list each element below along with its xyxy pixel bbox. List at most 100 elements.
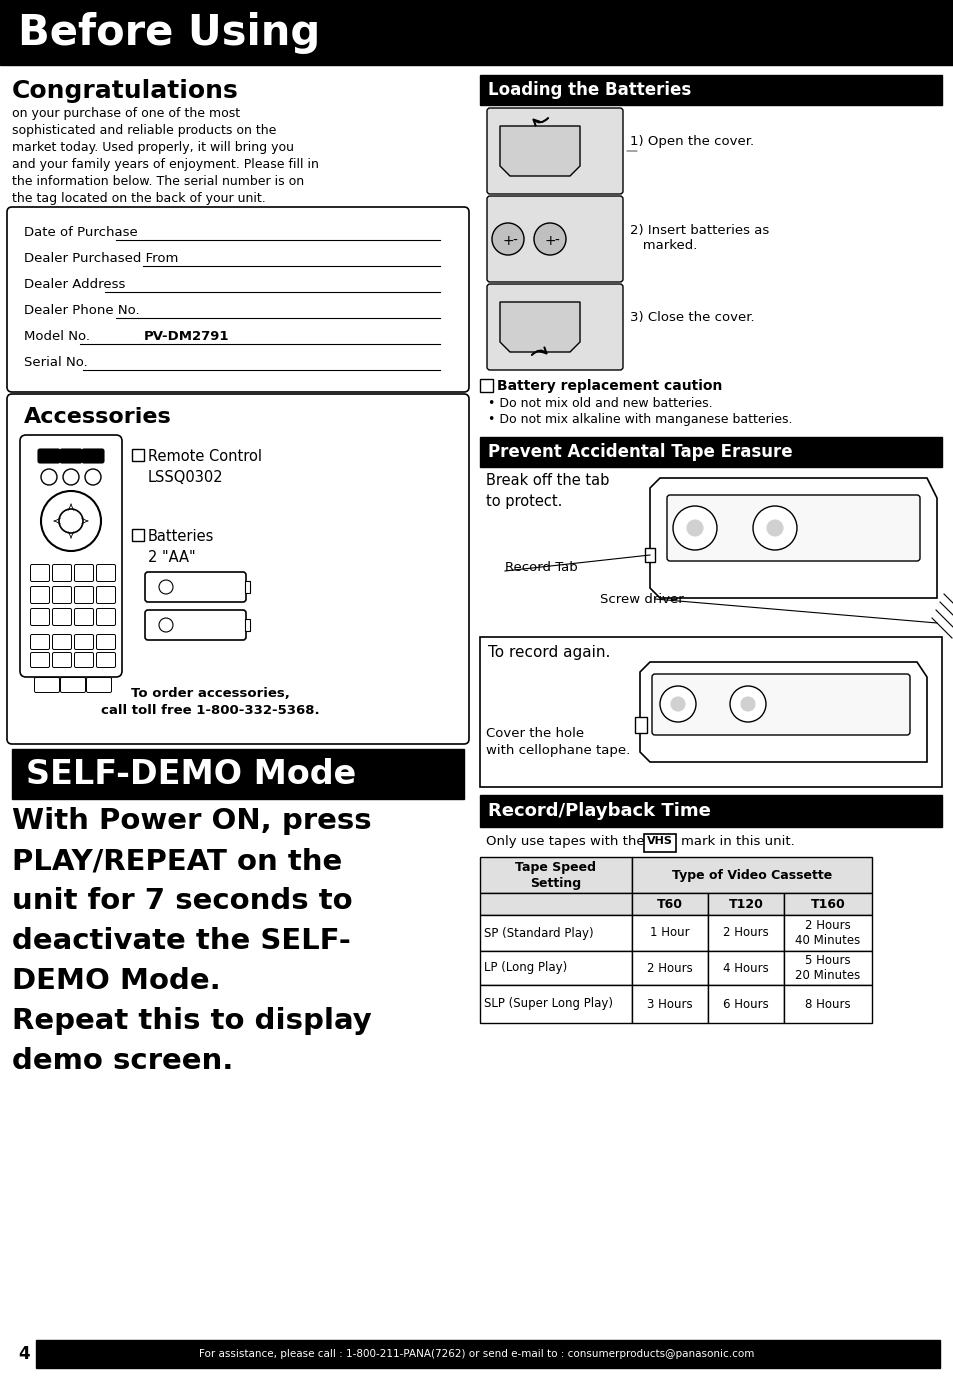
Bar	[479, 76, 941, 105]
Circle shape	[672, 506, 717, 550]
Text: DEMO Mode.: DEMO Mode.	[12, 967, 220, 995]
Text: T120: T120	[728, 897, 762, 911]
Polygon shape	[649, 477, 936, 599]
Text: 2 Hours
40 Minutes: 2 Hours 40 Minutes	[795, 919, 860, 947]
FancyBboxPatch shape	[643, 834, 676, 852]
Circle shape	[686, 520, 702, 537]
Polygon shape	[499, 301, 579, 352]
Text: unit for 7 seconds to: unit for 7 seconds to	[12, 888, 353, 915]
Bar	[479, 857, 631, 893]
Text: -: -	[554, 234, 558, 248]
Bar	[631, 985, 707, 1022]
Text: Cover the hole
with cellophane tape.: Cover the hole with cellophane tape.	[485, 727, 630, 757]
Bar	[644, 548, 655, 561]
FancyBboxPatch shape	[96, 608, 115, 626]
Text: Screw driver: Screw driver	[599, 593, 683, 605]
Bar	[0, 0, 953, 65]
Text: 6 Hours: 6 Hours	[722, 998, 768, 1010]
Circle shape	[670, 698, 684, 711]
Circle shape	[659, 687, 696, 722]
Bar	[631, 951, 707, 985]
FancyBboxPatch shape	[30, 608, 50, 626]
Bar	[783, 985, 871, 1022]
FancyBboxPatch shape	[74, 586, 93, 604]
FancyBboxPatch shape	[486, 195, 622, 282]
Bar	[707, 915, 783, 951]
Circle shape	[729, 687, 765, 722]
Text: Tape Speed
Setting: Tape Speed Setting	[515, 860, 596, 889]
FancyBboxPatch shape	[486, 107, 622, 194]
Text: 5 Hours
20 Minutes: 5 Hours 20 Minutes	[795, 954, 860, 982]
Bar	[479, 893, 631, 915]
Text: Only use tapes with the: Only use tapes with the	[485, 835, 644, 848]
FancyBboxPatch shape	[52, 608, 71, 626]
Bar	[635, 717, 646, 733]
FancyBboxPatch shape	[145, 572, 246, 603]
FancyBboxPatch shape	[60, 677, 86, 692]
Bar	[479, 438, 941, 466]
Bar	[783, 915, 871, 951]
FancyBboxPatch shape	[52, 634, 71, 649]
Text: Record/Playback Time: Record/Playback Time	[488, 802, 710, 820]
Text: SLP (Super Long Play): SLP (Super Long Play)	[483, 998, 613, 1010]
Bar	[631, 857, 871, 893]
FancyBboxPatch shape	[486, 283, 622, 370]
Text: Date of Purchase: Date of Purchase	[24, 226, 137, 239]
FancyBboxPatch shape	[96, 564, 115, 582]
Bar	[12, 749, 463, 799]
Text: Prevent Accidental Tape Erasure: Prevent Accidental Tape Erasure	[488, 443, 792, 461]
Bar	[132, 449, 144, 461]
Text: -: -	[512, 234, 517, 248]
Text: 1) Open the cover.: 1) Open the cover.	[629, 135, 753, 147]
Bar	[479, 915, 631, 951]
Circle shape	[159, 618, 172, 632]
Text: Before Using: Before Using	[18, 11, 320, 54]
Bar	[707, 893, 783, 915]
Text: Type of Video Cassette: Type of Video Cassette	[671, 868, 831, 882]
Bar	[707, 985, 783, 1022]
FancyBboxPatch shape	[145, 610, 246, 640]
Text: 3) Close the cover.: 3) Close the cover.	[629, 311, 754, 323]
Text: • Do not mix alkaline with manganese batteries.: • Do not mix alkaline with manganese bat…	[488, 413, 792, 427]
Bar	[245, 619, 250, 632]
Text: To order accessories,
call toll free 1-800-332-5368.: To order accessories, call toll free 1-8…	[101, 687, 319, 717]
FancyBboxPatch shape	[96, 652, 115, 667]
Bar	[479, 795, 941, 827]
Text: With Power ON, press: With Power ON, press	[12, 806, 372, 835]
Text: Break off the tab
to protect.: Break off the tab to protect.	[485, 473, 609, 509]
Bar	[132, 528, 144, 541]
Text: +: +	[502, 234, 514, 248]
Text: 2) Insert batteries as
   marked.: 2) Insert batteries as marked.	[629, 224, 768, 252]
Text: Battery replacement caution: Battery replacement caution	[497, 378, 721, 394]
Circle shape	[85, 469, 101, 484]
Bar	[783, 951, 871, 985]
FancyBboxPatch shape	[74, 652, 93, 667]
Text: SP (Standard Play): SP (Standard Play)	[483, 926, 593, 940]
Text: Serial No.: Serial No.	[24, 356, 88, 369]
Text: Remote Control
LSSQ0302: Remote Control LSSQ0302	[148, 449, 262, 484]
Text: T60: T60	[657, 897, 682, 911]
Circle shape	[752, 506, 796, 550]
FancyBboxPatch shape	[20, 435, 122, 677]
Bar	[631, 915, 707, 951]
FancyBboxPatch shape	[666, 495, 919, 561]
Text: LP (Long Play): LP (Long Play)	[483, 962, 567, 974]
Circle shape	[59, 509, 83, 533]
Text: VHS: VHS	[646, 837, 672, 846]
Polygon shape	[499, 127, 579, 176]
Bar	[707, 951, 783, 985]
Text: demo screen.: demo screen.	[12, 1047, 233, 1075]
Circle shape	[740, 698, 754, 711]
Bar	[479, 951, 631, 985]
Circle shape	[534, 223, 565, 255]
FancyBboxPatch shape	[52, 652, 71, 667]
Text: Model No.: Model No.	[24, 330, 90, 343]
FancyBboxPatch shape	[82, 449, 104, 462]
FancyBboxPatch shape	[30, 564, 50, 582]
Text: +: +	[544, 234, 556, 248]
Circle shape	[492, 223, 523, 255]
Text: Accessories: Accessories	[24, 407, 172, 427]
Text: PLAY/REPEAT on the: PLAY/REPEAT on the	[12, 848, 342, 875]
FancyBboxPatch shape	[52, 564, 71, 582]
Text: Repeat this to display: Repeat this to display	[12, 1007, 372, 1035]
